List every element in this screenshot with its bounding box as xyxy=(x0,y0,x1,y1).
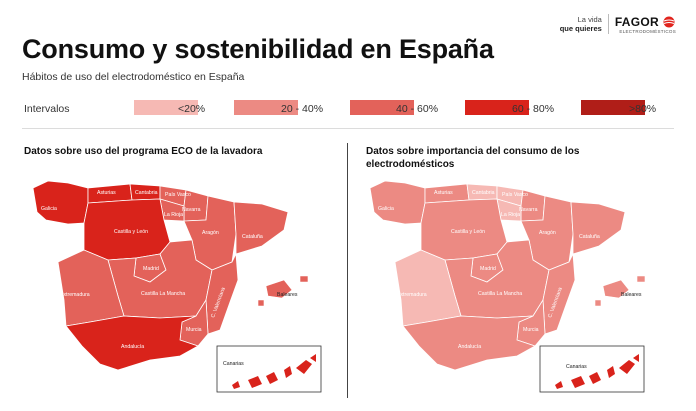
label-canarias: Canarias xyxy=(223,361,244,367)
brand-separator xyxy=(607,14,609,34)
legend-item-4-label: 60 - 80% xyxy=(512,103,555,115)
label-la-rioja: La Rioja xyxy=(501,212,520,218)
label-extremadura: Extremadura xyxy=(60,292,90,298)
label-canarias: Canarias xyxy=(566,364,587,370)
label-baleares: Baleares xyxy=(621,292,642,298)
map-2-labels: Galicia Asturias Cantabria País Vasco Na… xyxy=(378,190,642,350)
label-navarra: Navarra xyxy=(519,207,538,213)
region-canarias[interactable] xyxy=(555,354,639,389)
label-cataluna: Cataluña xyxy=(242,234,263,240)
tagline-line-2: que quieres xyxy=(559,24,602,33)
label-extremadura: Extremadura xyxy=(397,292,427,298)
label-andalucia: Andalucía xyxy=(458,344,481,350)
legend-swatch-1 xyxy=(134,100,198,115)
map-1-labels: Galicia Asturias Cantabria País Vasco Na… xyxy=(41,190,298,350)
label-aragon: Aragón xyxy=(539,230,556,236)
region-baleares[interactable] xyxy=(594,275,646,307)
panel-divider xyxy=(347,143,348,398)
brand-logo: FAGOR ELECTRODOMÉSTICOS xyxy=(615,15,676,34)
label-castilla-la-mancha: Castilla La Mancha xyxy=(478,291,522,297)
label-navarra: Navarra xyxy=(182,207,201,213)
legend-label: Intervalos xyxy=(24,103,70,115)
legend-swatch-5 xyxy=(581,100,645,115)
label-murcia: Murcia xyxy=(523,327,539,333)
region-cataluna[interactable] xyxy=(233,201,289,255)
legend-item-1-label: <20% xyxy=(178,103,206,115)
brand-block: La vida que quieres FAGOR ELECTRODOMÉSTI… xyxy=(560,14,676,34)
page-subtitle: Hábitos de uso del electrodoméstico en E… xyxy=(22,71,245,83)
label-cantabria: Cantabria xyxy=(472,190,495,196)
region-andalucia[interactable] xyxy=(402,315,536,371)
label-madrid: Madrid xyxy=(143,266,159,272)
label-asturias: Asturias xyxy=(434,190,453,196)
legend: Intervalos <20% 20 - 40% 40 - 60% 60 - 8… xyxy=(0,97,696,121)
label-la-rioja: La Rioja xyxy=(164,212,183,218)
map-2-title: Datos sobre importancia del consumo de l… xyxy=(366,146,580,170)
label-aragon: Aragón xyxy=(202,230,219,236)
region-andalucia[interactable] xyxy=(65,315,199,371)
region-baleares[interactable] xyxy=(257,275,309,307)
legend-divider xyxy=(22,128,674,129)
tagline-line-1: La vida xyxy=(577,15,602,24)
brand-name: FAGOR xyxy=(614,14,659,29)
label-madrid: Madrid xyxy=(480,266,496,272)
label-galicia: Galicia xyxy=(378,206,394,212)
label-cantabria: Cantabria xyxy=(135,190,158,196)
label-andalucia: Andalucía xyxy=(121,344,144,350)
label-baleares: Baleares xyxy=(277,292,298,298)
brand-tagline: La vida que quieres xyxy=(560,15,602,33)
region-canarias[interactable] xyxy=(232,354,316,389)
legend-item-3-label: 40 - 60% xyxy=(396,103,439,115)
label-castilla-leon: Castilla y León xyxy=(114,229,148,235)
page-title: Consumo y sostenibilidad en España xyxy=(22,34,494,64)
legend-swatch-4 xyxy=(465,100,529,115)
label-castilla-leon: Castilla y León xyxy=(451,229,485,235)
map-1-title: Datos sobre uso del programa ECO de la l… xyxy=(24,146,263,157)
label-pais-vasco: País Vasco xyxy=(165,192,191,198)
label-cataluna: Cataluña xyxy=(579,234,600,240)
legend-swatch-2 xyxy=(234,100,298,115)
region-galicia[interactable] xyxy=(369,180,426,225)
region-cataluna[interactable] xyxy=(570,201,626,255)
legend-item-5-label: >80% xyxy=(629,103,657,115)
brand-subtitle: ELECTRODOMÉSTICOS xyxy=(619,28,676,34)
label-pais-vasco: País Vasco xyxy=(502,192,528,198)
label-asturias: Asturias xyxy=(97,190,116,196)
label-castilla-la-mancha: Castilla La Mancha xyxy=(141,291,185,297)
label-galicia: Galicia xyxy=(41,206,57,212)
legend-swatch-3 xyxy=(350,100,414,115)
label-murcia: Murcia xyxy=(186,327,202,333)
brand-swoosh-icon xyxy=(663,16,675,27)
legend-item-2-label: 20 - 40% xyxy=(281,103,324,115)
